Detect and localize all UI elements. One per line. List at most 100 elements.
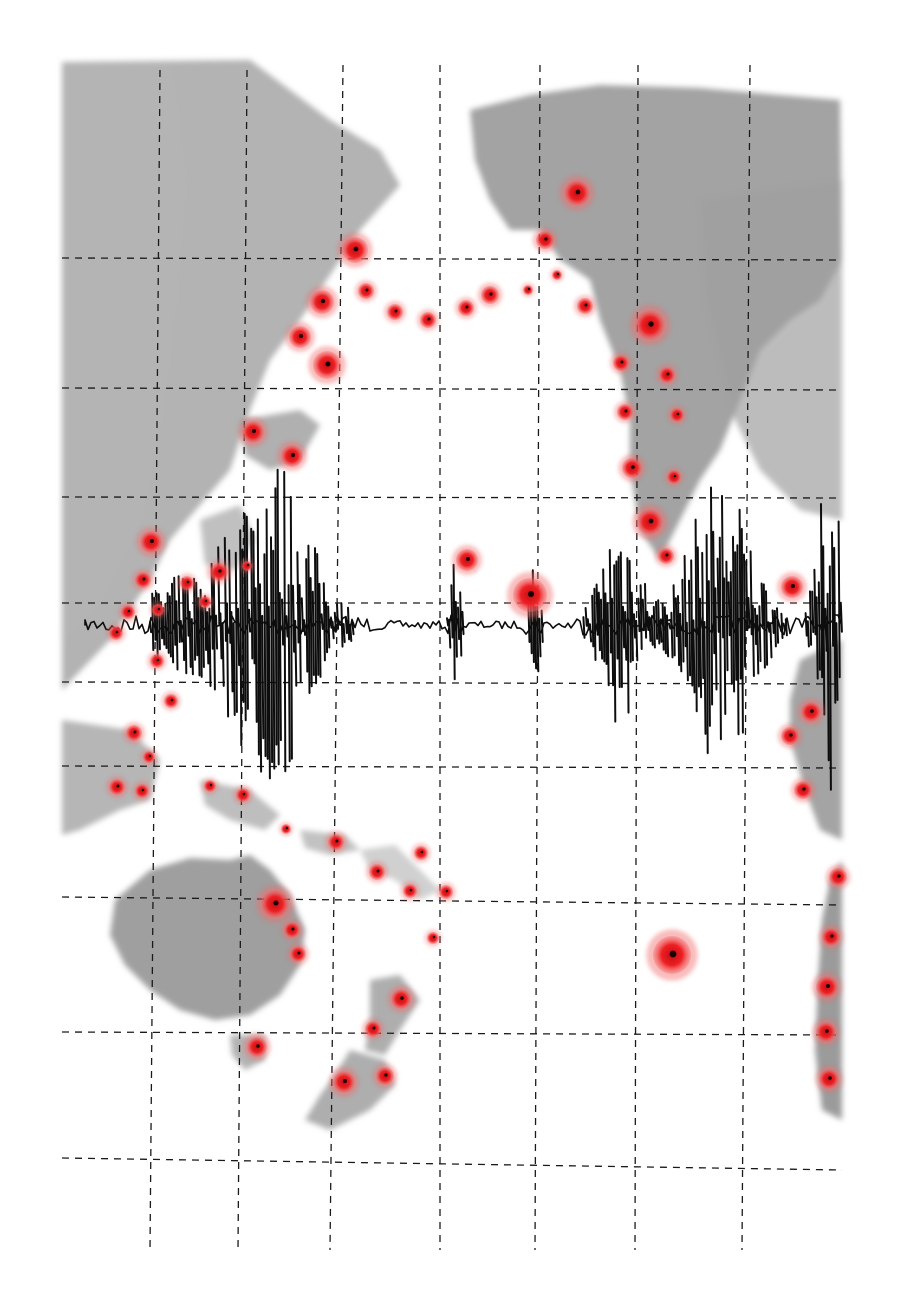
grid-v6 [634, 64, 639, 1251]
quake-marker [308, 346, 346, 384]
quake-marker [238, 417, 268, 447]
quake-marker-center [256, 1044, 260, 1048]
quake-marker-center [335, 839, 339, 843]
quake-marker-center [556, 272, 560, 276]
quake-marker [614, 401, 636, 423]
quake-marker-core [135, 784, 149, 798]
quake-marker [777, 572, 807, 602]
quake-marker-center [252, 429, 256, 433]
quake-marker-center [830, 934, 834, 938]
quake-marker [256, 885, 294, 923]
quake-marker [147, 651, 167, 671]
quake-marker-center [142, 577, 146, 581]
quake-marker [287, 943, 309, 965]
quake-marker [206, 559, 232, 585]
quake-marker-center [325, 361, 331, 367]
quake-marker-core [439, 885, 453, 899]
quake-marker [477, 282, 503, 308]
quake-marker [337, 232, 373, 268]
quake-marker-center [631, 465, 635, 469]
quake-marker-center [810, 709, 814, 713]
quake-marker [452, 545, 482, 575]
quake-marker-center [204, 599, 208, 603]
quake-marker-center [133, 730, 137, 734]
quake-marker [812, 972, 842, 1002]
quake-marker [790, 777, 816, 803]
seismograph-spikes [149, 468, 843, 791]
quake-marker-core [204, 780, 216, 792]
quake-marker-center [666, 372, 670, 376]
quake-marker [629, 304, 671, 346]
wash-indonesia-west [62, 720, 160, 835]
quake-marker-center [320, 298, 326, 304]
quake-marker [118, 602, 138, 622]
quake-marker [825, 864, 851, 890]
quake-marker [196, 593, 214, 611]
quake-marker-center [291, 927, 295, 931]
quake-marker-center [365, 288, 369, 292]
quake-marker-center [673, 474, 677, 478]
quake-marker [436, 882, 456, 902]
seismograph-trace [84, 468, 843, 791]
grid-v3 [329, 64, 344, 1251]
quake-marker-center [826, 984, 830, 988]
grid-h7 [61, 896, 843, 906]
quake-marker [559, 175, 595, 211]
quake-marker [455, 297, 477, 319]
quake-marker [656, 364, 678, 386]
grid-h1 [61, 257, 843, 261]
quake-marker-center [384, 1073, 388, 1077]
quake-marker-center [676, 412, 680, 416]
quake-marker-center [489, 292, 493, 296]
quake-marker-center [115, 630, 119, 634]
quake-marker [411, 843, 431, 863]
quake-marker-core [414, 846, 428, 860]
quake-marker [417, 309, 439, 331]
quake-marker-center [427, 317, 431, 321]
quake-marker [574, 295, 596, 317]
quake-marker-center [150, 539, 154, 543]
quake-marker [664, 467, 684, 487]
quake-marker-core [199, 596, 211, 608]
quake-marker [424, 929, 442, 947]
quake-marker-center [648, 518, 654, 524]
grid-h9 [61, 1157, 843, 1171]
quake-marker [532, 227, 558, 253]
quake-marker [161, 691, 181, 711]
quake-marker [279, 822, 293, 836]
quake-marker-center [828, 1076, 832, 1080]
quake-marker-center [432, 935, 436, 939]
quake-marker [384, 301, 406, 323]
quake-marker [355, 280, 377, 302]
quake-marker [818, 924, 844, 950]
grid-h8 [61, 1031, 843, 1036]
quake-marker [362, 1018, 384, 1040]
quake-marker [329, 1067, 359, 1097]
quake-marker-core [427, 932, 439, 944]
quake-marker-center [299, 334, 303, 338]
quake-marker-center [127, 609, 131, 613]
quake-marker-center [372, 1026, 376, 1030]
quake-marker [149, 601, 167, 619]
quake-marker-center [791, 584, 795, 588]
quake-marker-center [394, 309, 398, 313]
quake-marker-center [170, 698, 174, 702]
quake-marker-core [121, 605, 135, 619]
quake-marker-center [789, 733, 793, 737]
quake-marker [815, 1065, 843, 1093]
quake-marker [400, 881, 420, 901]
grid-h2 [61, 387, 843, 391]
quake-marker-center [157, 607, 161, 611]
quake-marker-center [584, 303, 588, 307]
quake-marker-center [156, 658, 160, 662]
quake-marker-core [236, 788, 250, 802]
quake-marker [277, 441, 307, 471]
wash-australia [110, 855, 305, 1020]
earthquake-markers [106, 175, 851, 1097]
wash-northeast [700, 180, 842, 520]
quake-marker-core [523, 285, 533, 295]
quake-marker-center [148, 754, 152, 758]
quake-marker [797, 698, 825, 726]
quake-marker-center [242, 792, 246, 796]
quake-marker-center [141, 788, 145, 792]
